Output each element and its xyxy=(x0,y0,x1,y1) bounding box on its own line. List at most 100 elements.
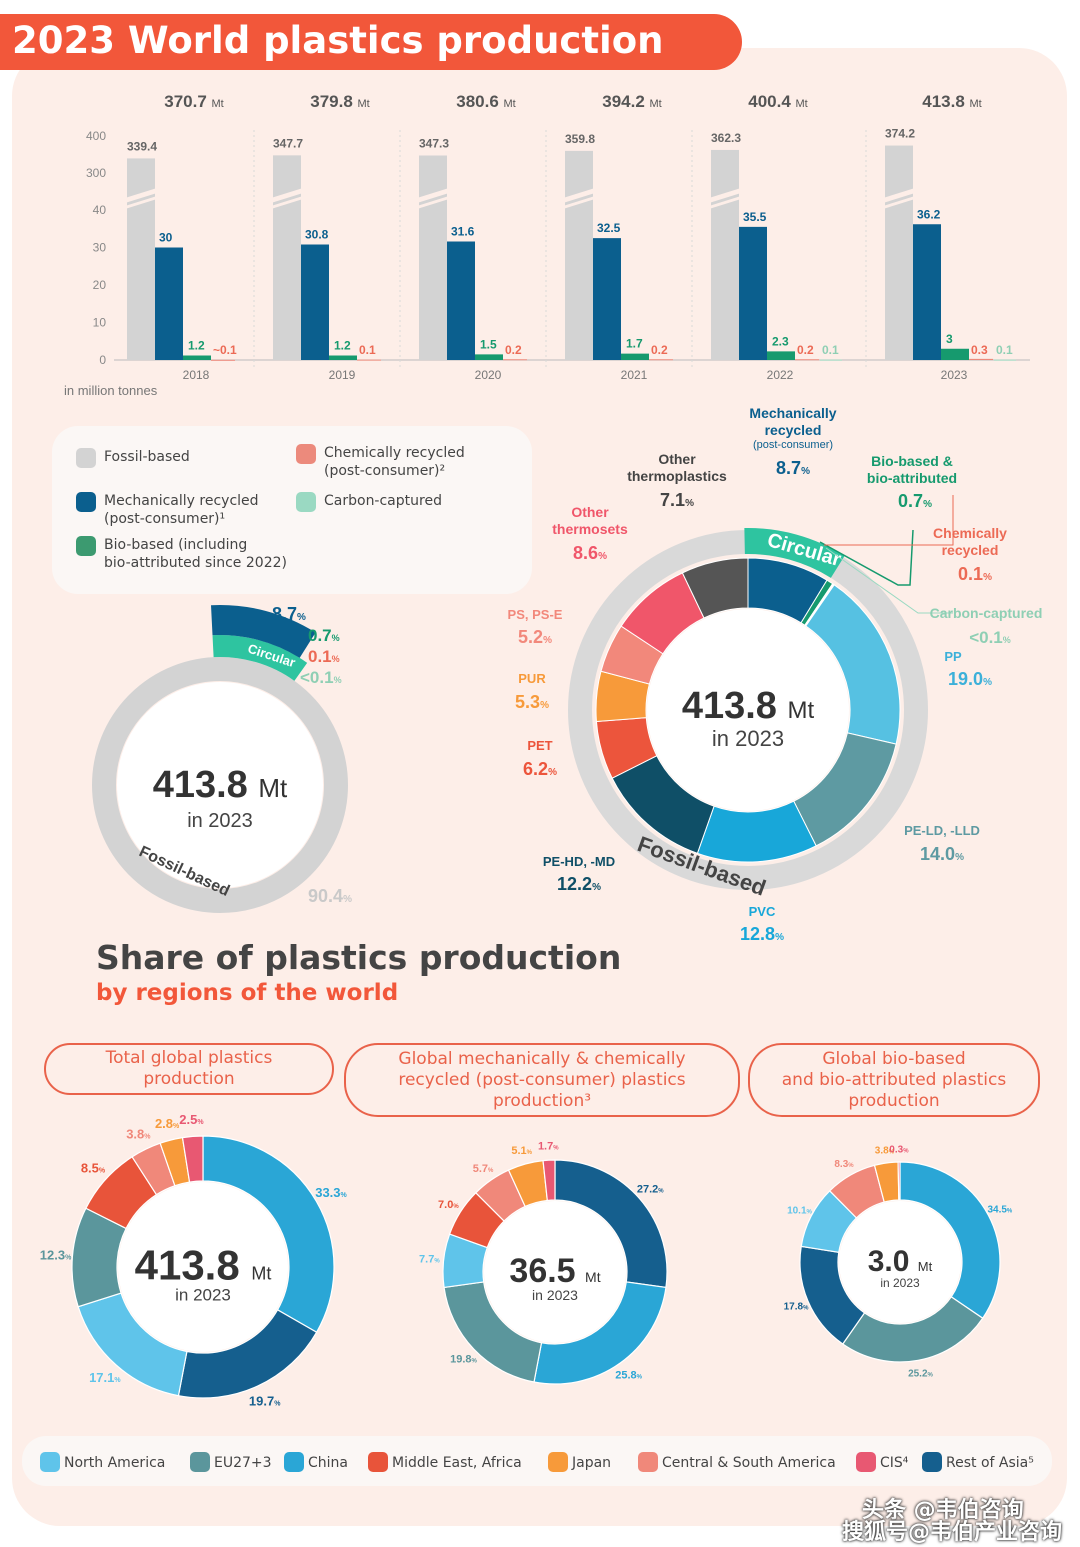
legend-label-chem: Chemically recycled (post-consumer)² xyxy=(324,445,465,479)
label-cis: 0.3% xyxy=(889,1144,909,1155)
axis-break xyxy=(709,196,741,209)
connector-bio xyxy=(819,529,914,586)
bar-fossil-2020 xyxy=(419,155,447,360)
year-total-2023: 413.8 Mt xyxy=(922,92,982,111)
donut-region-total: 33.3% 19.7% 17.1% 12.3% 8.5% 3.8% 2.8% 2.5% 413.… xyxy=(40,1112,348,1409)
axis-break xyxy=(125,188,157,203)
y-tick-label-400: 400 xyxy=(86,129,106,143)
label-pvc-pct: 12.8% xyxy=(740,924,784,944)
bar-chem-2020 xyxy=(503,359,527,361)
center-value: 3.0 Mt xyxy=(868,1245,933,1278)
bar-chem-2018 xyxy=(211,359,235,361)
y-tick-label-20: 20 xyxy=(93,278,107,292)
bar-bio-label-2022: 2.3 xyxy=(772,334,789,348)
center-sub: in 2023 xyxy=(532,1287,578,1303)
donut-center xyxy=(484,1201,626,1343)
axis-break xyxy=(709,188,741,203)
share-title: Share of plastics production xyxy=(96,938,622,977)
label-cis: 2.5% xyxy=(179,1112,204,1127)
bar-mech-2018 xyxy=(155,247,183,360)
watermark-line1: 头条 @韦伯咨询 xyxy=(862,1498,1024,1523)
label-thermoplastics-name: Other thermoplastics xyxy=(627,451,727,484)
bar-mech-label-2019: 30.8 xyxy=(305,228,329,242)
axis-break xyxy=(417,196,449,209)
label-north-america: 17.1% xyxy=(89,1370,121,1385)
label-mech-pct: 8.7% xyxy=(776,458,810,478)
label-eu27-3: 12.3% xyxy=(40,1248,72,1263)
pill-bio-production: Global bio-based and bio-attributed plas… xyxy=(748,1043,1040,1117)
label-mech-pct: 8.7% xyxy=(272,604,306,624)
bar-fossil-label-2023: 374.2 xyxy=(885,127,915,141)
donut-center xyxy=(647,609,849,811)
region-legend: North America EU27+3 China Middle East, Afr… xyxy=(22,1436,1052,1486)
bar-mech-label-2018: 30 xyxy=(159,231,173,245)
legend-swatch-fossil xyxy=(76,448,96,468)
donut-region-recycled: 27.2% 25.8% 19.8% 7.7% 7.0% 5.7% 5.1% 1.7% 36.5 … xyxy=(419,1141,668,1385)
bar-chem-label-2022: 0.2 xyxy=(797,343,814,357)
bar-bio-2023 xyxy=(941,348,969,360)
region-legend-label: Central & South America xyxy=(662,1455,836,1471)
label-eu27-3: 19.8% xyxy=(450,1354,477,1366)
center-value: 413.8 Mt xyxy=(153,764,288,806)
legend-label-bio: Bio-based (including bio-attributed sinc… xyxy=(104,537,287,571)
year-label-2020: 2020 xyxy=(475,368,502,382)
label-thermosets-pct: 8.6% xyxy=(573,543,607,563)
label-north-america: 10.1% xyxy=(787,1206,812,1217)
pill-total-production: Total global plastics production xyxy=(44,1043,334,1095)
label-cis: 1.7% xyxy=(538,1141,559,1153)
bar-mech-label-2023: 36.2 xyxy=(917,207,941,221)
year-total-2021: 394.2 Mt xyxy=(602,92,662,111)
label-bio-title: Bio-based & bio-attributed xyxy=(867,453,957,486)
region-legend-swatch xyxy=(638,1452,658,1472)
bar-chem-label-2018: ~0.1 xyxy=(213,343,237,357)
label-rest-of-asia: 27.2% xyxy=(637,1184,664,1196)
bar-carbon-2023 xyxy=(994,359,1016,361)
bar-bio-2020 xyxy=(475,354,503,360)
axis-break xyxy=(883,188,915,203)
year-total-2022: 400.4 Mt xyxy=(748,92,808,111)
region-legend-label: Middle East, Africa xyxy=(392,1455,522,1471)
label-pet-name: PET xyxy=(527,738,552,753)
label-bio-pct: 0.7% xyxy=(308,626,340,645)
label-ps-name: PS, PS-E xyxy=(508,607,563,622)
legend-label-fossil: Fossil-based xyxy=(104,449,190,465)
bar-chem-2021 xyxy=(649,359,673,361)
region-legend-label: Japan xyxy=(572,1455,612,1471)
label-carbon-title: Carbon-captured xyxy=(930,605,1043,621)
label-pur-name: PUR xyxy=(518,671,546,686)
axis-break xyxy=(417,188,449,203)
year-label-2019: 2019 xyxy=(329,368,356,382)
region-legend-label: China xyxy=(308,1455,348,1471)
slice-cis xyxy=(542,1159,556,1202)
bar-fossil-label-2020: 347.3 xyxy=(419,136,449,150)
bar-mech-label-2022: 35.5 xyxy=(743,210,767,224)
bar-chart: 0 10 20 30 40 300 400 in million tonnes 370.7 Mt… xyxy=(64,92,1030,398)
label-central-south-america: 5.7% xyxy=(473,1163,494,1175)
year-total-2020: 380.6 Mt xyxy=(456,92,516,111)
bar-fossil-label-2019: 347.7 xyxy=(273,136,303,150)
label-japan: 5.1% xyxy=(511,1145,532,1157)
watermark-line2: 搜狐号@韦伯产业咨询 xyxy=(842,1520,1063,1545)
center-value: 413.8 Mt xyxy=(682,685,815,727)
bar-fossil-2021 xyxy=(565,150,593,360)
region-legend-swatch xyxy=(548,1452,568,1472)
center-sub: in 2023 xyxy=(712,726,784,751)
label-thermoplastics-pct: 7.1% xyxy=(660,490,694,510)
year-label-2018: 2018 xyxy=(183,368,210,382)
bar-chem-label-2020: 0.2 xyxy=(505,343,522,357)
label-pp-pct: 19.0% xyxy=(948,669,992,689)
bar-bio-2018 xyxy=(183,355,211,360)
region-legend-label: Rest of Asia⁵ xyxy=(946,1455,1034,1471)
segment-circular xyxy=(212,635,308,681)
bar-bio-label-2021: 1.7 xyxy=(626,337,643,351)
unit-note: in million tonnes xyxy=(64,383,158,398)
legend-label-mech: Mechanically recycled (post-consumer)¹ xyxy=(104,493,259,527)
legend-swatch-bio xyxy=(76,536,96,556)
bar-chem-label-2023: 0.3 xyxy=(971,343,988,357)
label-rest-of-asia: 17.8% xyxy=(784,1302,809,1313)
label-pet-pct: 6.2% xyxy=(523,759,557,779)
bar-mech-2020 xyxy=(447,241,475,360)
label-carbon-pct: <0.1% xyxy=(969,628,1011,647)
axis-break xyxy=(883,196,915,209)
